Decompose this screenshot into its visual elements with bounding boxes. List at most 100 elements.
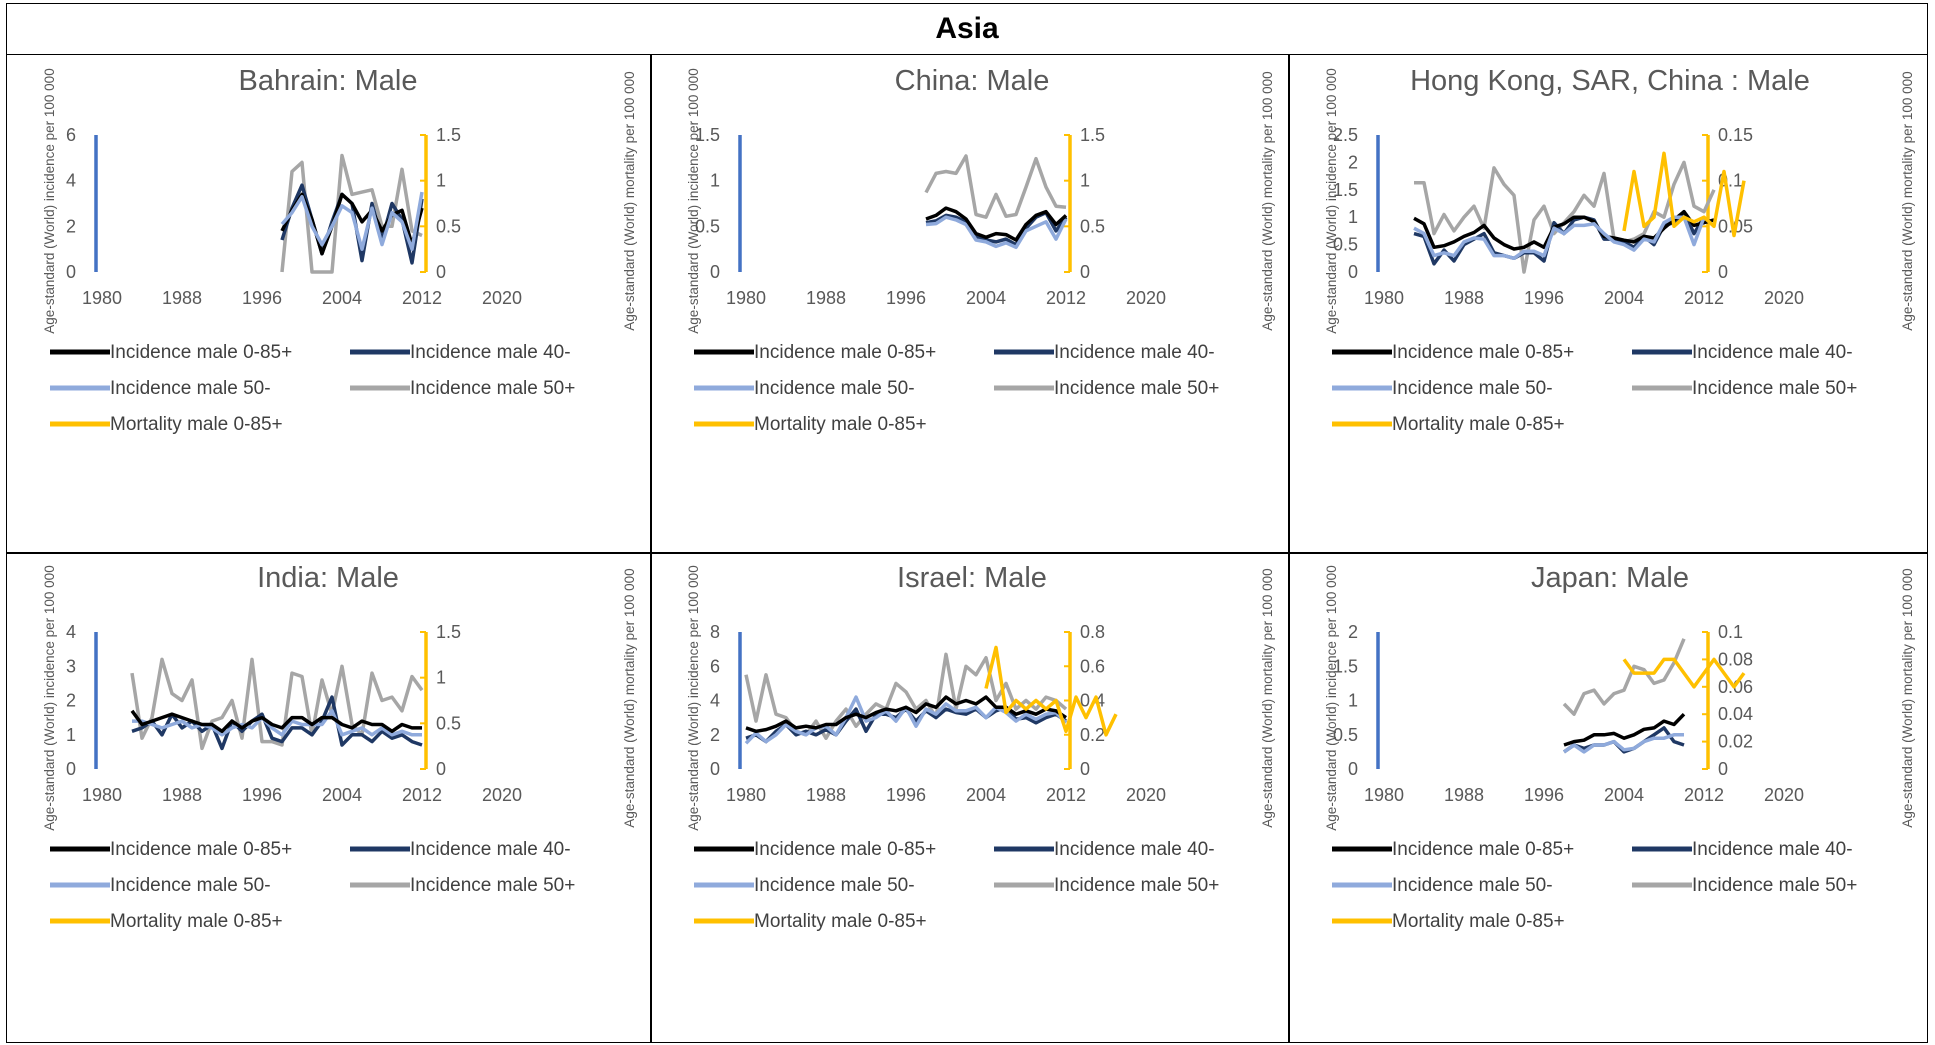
chart-title: Japan: Male	[1531, 562, 1689, 594]
x-tick-label: 2012	[402, 288, 442, 308]
y2-axis-label: Age-standard (World) mortality per 100 0…	[1260, 568, 1275, 827]
legend-item-incidence-male-50: Incidence male 50-	[1392, 875, 1553, 896]
x-tick-label: 2012	[1684, 288, 1724, 308]
x-tick-label: 2020	[1126, 785, 1166, 805]
y2-tick-label: 1.5	[436, 125, 461, 145]
y2-tick-label: 1	[436, 668, 446, 688]
x-tick-label: 1988	[1444, 288, 1484, 308]
chart-panel-hong-kong: Hong Kong, SAR, China : Male Age-standard…	[1324, 65, 1915, 435]
y-tick-label: 3	[66, 656, 76, 676]
x-tick-label: 2020	[1764, 785, 1804, 805]
legend-item-incidence-male-0-85: Incidence male 0-85+	[1392, 342, 1574, 363]
chart-panel-bahrain: Bahrain: Male Age-standard (World) incide…	[42, 65, 637, 435]
y2-tick-label: 0.5	[1080, 216, 1105, 236]
legend-item-mortality-male-0-85: Mortality male 0-85+	[110, 911, 283, 932]
legend-item-incidence-male-0-85: Incidence male 0-85+	[754, 342, 936, 363]
y-tick-label: 0	[66, 759, 76, 779]
legend-item-incidence-male-50: Incidence male 50-	[754, 378, 915, 399]
y2-tick-label: 0.02	[1718, 732, 1753, 752]
y2-tick-label: 0	[1718, 759, 1728, 779]
y-tick-label: 6	[66, 125, 76, 145]
x-tick-label: 2020	[482, 288, 522, 308]
column-divider-1	[650, 54, 652, 1043]
x-tick-label: 2012	[1684, 785, 1724, 805]
page-frame	[6, 3, 1928, 1043]
legend-item-incidence-male-50: Incidence male 50+	[1692, 875, 1857, 896]
series-line-incidence-male-0-85	[925, 206, 1068, 242]
x-tick-label: 1980	[82, 288, 122, 308]
row-divider	[6, 552, 1928, 554]
series-line-incidence-male-50	[1413, 215, 1706, 261]
x-tick-label: 2020	[1764, 288, 1804, 308]
x-tick-label: 1980	[1364, 288, 1404, 308]
series-line-incidence-male-40	[131, 695, 423, 751]
series-line-incidence-male-50	[130, 657, 424, 751]
legend-item-incidence-male-40: Incidence male 40-	[1692, 342, 1853, 363]
y-tick-label: 0.5	[1333, 725, 1358, 745]
legend-item-mortality-male-0-85: Mortality male 0-85+	[754, 414, 927, 435]
y2-axis-label: Age-standard (World) mortality per 100 0…	[1900, 568, 1915, 827]
x-tick-label: 2004	[1604, 288, 1644, 308]
legend-item-incidence-male-0-85: Incidence male 0-85+	[110, 839, 292, 860]
y-tick-label: 1	[1348, 691, 1358, 711]
y-axis-label: Age-standard (World) incidence per 100 0…	[1324, 68, 1339, 333]
legend-item-mortality-male-0-85: Mortality male 0-85+	[110, 414, 283, 435]
chart-title: Hong Kong, SAR, China : Male	[1410, 65, 1810, 97]
x-tick-label: 1996	[242, 288, 282, 308]
y2-tick-label: 0.08	[1718, 649, 1753, 669]
y-tick-label: 2	[66, 691, 76, 711]
x-tick-label: 2020	[482, 785, 522, 805]
y-tick-label: 1.5	[1333, 180, 1358, 200]
legend-item-incidence-male-50: Incidence male 50+	[410, 875, 575, 896]
y2-tick-label: 0.2	[1080, 725, 1105, 745]
y-tick-label: 4	[710, 691, 720, 711]
y2-tick-label: 0	[1080, 262, 1090, 282]
series-line-incidence-male-50	[924, 154, 1067, 219]
x-tick-label: 2004	[966, 785, 1006, 805]
series-line-incidence-male-50	[280, 191, 424, 251]
legend-item-incidence-male-50: Incidence male 50-	[1392, 378, 1553, 399]
x-tick-label: 2004	[1604, 785, 1644, 805]
y-tick-label: 1.5	[695, 125, 720, 145]
page-title: Asia	[6, 3, 1928, 55]
legend-item-incidence-male-0-85: Incidence male 0-85+	[1392, 839, 1574, 860]
legend-item-incidence-male-50: Incidence male 50+	[1054, 378, 1219, 399]
legend-item-mortality-male-0-85: Mortality male 0-85+	[1392, 414, 1565, 435]
x-tick-label: 1988	[1444, 785, 1484, 805]
series-line-incidence-male-0-85	[745, 695, 1067, 734]
chart-title: China: Male	[895, 65, 1050, 97]
y2-tick-label: 0.15	[1718, 125, 1753, 145]
x-tick-label: 1996	[886, 785, 926, 805]
chart-panel-japan: Japan: Male Age-standard (World) incidenc…	[1324, 562, 1915, 932]
y2-axis-label: Age-standard (World) mortality per 100 0…	[1900, 71, 1915, 330]
x-tick-label: 2004	[322, 785, 362, 805]
x-tick-label: 2004	[966, 288, 1006, 308]
y2-tick-label: 0.5	[436, 216, 461, 236]
y2-tick-label: 1.5	[1080, 125, 1105, 145]
y2-tick-label: 1	[1080, 171, 1090, 191]
column-divider-2	[1288, 54, 1290, 1043]
y2-tick-label: 1.5	[436, 622, 461, 642]
series-line-incidence-male-40	[1563, 726, 1685, 754]
y-tick-label: 2	[1348, 622, 1358, 642]
legend-item-incidence-male-50: Incidence male 50-	[754, 875, 915, 896]
y2-axis-label: Age-standard (World) mortality per 100 0…	[622, 71, 637, 330]
y2-tick-label: 0	[436, 759, 446, 779]
chart-panel-china: China: Male Age-standard (World) incidenc…	[686, 65, 1275, 435]
series-line-incidence-male-0-85	[1413, 209, 1715, 251]
x-tick-label: 1988	[806, 288, 846, 308]
y2-axis-label: Age-standard (World) mortality per 100 0…	[622, 568, 637, 827]
x-tick-label: 1996	[886, 288, 926, 308]
chart-title: Bahrain: Male	[239, 65, 418, 97]
x-tick-label: 1988	[162, 785, 202, 805]
x-tick-label: 1996	[1524, 785, 1564, 805]
y2-tick-label: 0	[1718, 262, 1728, 282]
chart-panel-israel: Israel: Male Age-standard (World) inciden…	[686, 562, 1275, 932]
y-tick-label: 2	[66, 216, 76, 236]
legend-item-incidence-male-40: Incidence male 40-	[410, 839, 571, 860]
y-tick-label: 0	[1348, 759, 1358, 779]
legend-item-incidence-male-40: Incidence male 40-	[1054, 839, 1215, 860]
series-line-incidence-male-0-85	[130, 709, 422, 734]
legend-item-incidence-male-50: Incidence male 50-	[110, 875, 271, 896]
y-tick-label: 2	[710, 725, 720, 745]
